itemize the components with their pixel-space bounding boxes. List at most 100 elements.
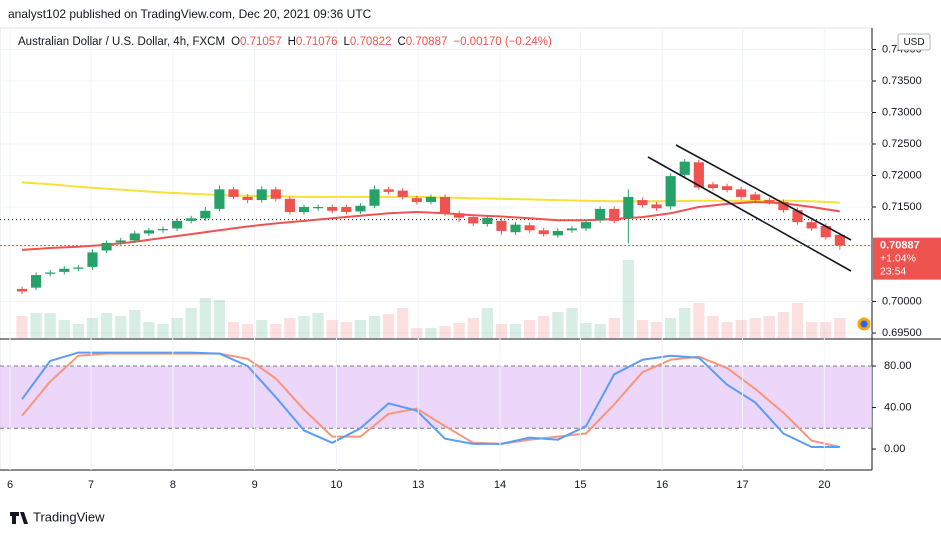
volume-bar (340, 322, 352, 338)
legend-key: C (397, 36, 405, 48)
y-tick-label: 0.73500 (882, 75, 922, 87)
volume-bar (439, 326, 451, 338)
volume-bar (284, 318, 296, 338)
legend-value: 0.70887 (406, 36, 448, 48)
candle-body (651, 204, 662, 209)
volume-bar (481, 308, 493, 338)
y-tick-label: 0.69500 (882, 327, 922, 339)
volume-bar (157, 324, 169, 338)
candle-body (806, 222, 817, 229)
volume-bar (30, 313, 42, 338)
candle-body (454, 213, 465, 218)
indicator-pane: 80.00 40.00 0.00 (0, 351, 912, 455)
candle-body (200, 210, 211, 219)
candle-body (172, 220, 183, 229)
legend-key: H (288, 36, 296, 48)
candle-body (778, 201, 789, 211)
candle-body (820, 225, 831, 238)
y-tick-label: 0.73000 (882, 106, 922, 118)
volume-bar (707, 316, 719, 338)
brand-logo (10, 512, 28, 524)
legend-line: Australian Dollar / U.S. Dollar, 4h, FXC… (18, 36, 552, 48)
candle-body (552, 230, 563, 236)
candle-body (468, 217, 479, 224)
legend-key: L (344, 36, 351, 48)
band-fill (0, 366, 872, 429)
volume-bar (495, 324, 508, 338)
volume-bar (298, 316, 310, 338)
volume-bar (523, 320, 536, 338)
x-tick-label: 7 (88, 479, 94, 491)
candle-body (425, 196, 436, 202)
volume-bar (129, 310, 141, 338)
candle-body (736, 189, 747, 197)
candle-body (397, 190, 408, 197)
currency-box (897, 33, 931, 51)
volume-bar (538, 316, 550, 338)
candle-body (496, 220, 507, 231)
volume-bar (735, 320, 747, 338)
volume-bar (636, 320, 649, 338)
volume-bar (664, 318, 677, 338)
candle-body (510, 224, 521, 233)
candle-body (327, 207, 338, 211)
countdown-label: 23:54 (880, 265, 906, 277)
candle-body (439, 196, 451, 214)
candle-body (16, 288, 28, 292)
volume-bar (100, 313, 113, 338)
volume-bar (72, 324, 85, 338)
volume-bar (552, 312, 564, 338)
candle-body (256, 189, 267, 201)
y-tick-label: 0.72000 (882, 169, 922, 181)
candle-body (186, 218, 197, 221)
candle-body (129, 233, 140, 241)
y-tick-label: 0.71500 (882, 201, 922, 213)
candle-body (228, 189, 239, 197)
volume-bar (721, 322, 733, 338)
x-tick-label: 17 (736, 479, 748, 491)
volume-bar (763, 316, 775, 338)
volume-bar (44, 313, 56, 338)
volume-bar (777, 312, 790, 338)
candle-body (524, 225, 535, 231)
candle-body (834, 234, 845, 246)
volume-bar (650, 322, 663, 338)
volume-bar (679, 308, 691, 338)
x-tick-label: 9 (252, 479, 258, 491)
candle-body (538, 230, 549, 235)
y-tick-label: 0.70000 (882, 295, 922, 307)
y-tick-label: 0.00 (884, 443, 905, 455)
volume-bar (86, 318, 99, 338)
x-tick-label: 14 (494, 479, 506, 491)
volume-bar (171, 318, 183, 338)
volume-bar (820, 322, 832, 338)
legend-key: O (231, 36, 240, 48)
volume-bar (749, 318, 761, 338)
currency: USD (903, 37, 924, 48)
candle-body (59, 268, 70, 272)
channel-line (647, 156, 852, 272)
volume-bar (566, 308, 578, 338)
x-tick-label: 8 (170, 479, 176, 491)
volume-bar (16, 316, 28, 338)
legend-value: 0.70822 (350, 36, 392, 48)
candle-body (298, 207, 310, 213)
legend: Australian Dollar / U.S. Dollar, 4h, FXC… (18, 36, 552, 48)
volume-bar (312, 313, 324, 338)
candle-body (623, 196, 634, 219)
candle-body (637, 200, 648, 206)
volume-bar (693, 303, 705, 338)
channel-line (675, 144, 852, 241)
candle-body (87, 252, 98, 267)
candle-body (157, 229, 169, 231)
volume-bar (368, 316, 381, 338)
last-price-label: 0.70887 (880, 240, 920, 252)
candle-body (609, 208, 620, 221)
volume-bar (467, 318, 479, 338)
candle-body (750, 194, 761, 201)
volume-bar (227, 322, 240, 338)
volume-bar (608, 318, 620, 338)
candle-body (341, 207, 352, 213)
candle-body (270, 189, 281, 199)
